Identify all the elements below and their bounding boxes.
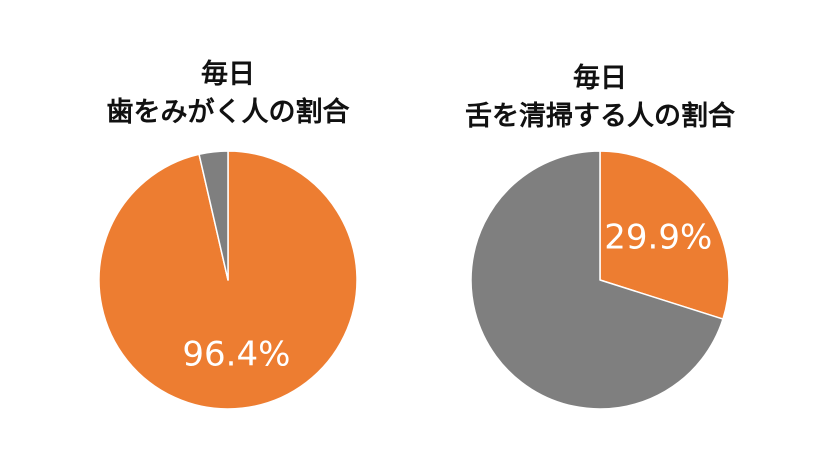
pie-0-slice-0-label: 96.4%	[182, 334, 290, 374]
chart-title-right-line-2: 舌を清掃する人の割合	[465, 101, 735, 132]
chart-title-right: 毎日 舌を清掃する人の割合	[400, 60, 800, 136]
chart-title-left-line-1: 毎日	[201, 59, 255, 90]
chart-title-left: 毎日 歯をみがく人の割合	[28, 56, 428, 132]
pie-chart-left: 96.4%	[98, 150, 358, 410]
pie-0-slice-1	[198, 150, 229, 281]
pie-chart-right: 29.9%	[470, 150, 730, 410]
chart-title-right-line-1: 毎日	[573, 63, 627, 94]
pie-1-slice-0-label: 29.9%	[604, 217, 712, 257]
pie-1-slice-1	[470, 150, 724, 410]
pie-1-slice-0	[599, 150, 730, 320]
chart-title-left-line-2: 歯をみがく人の割合	[106, 97, 350, 128]
